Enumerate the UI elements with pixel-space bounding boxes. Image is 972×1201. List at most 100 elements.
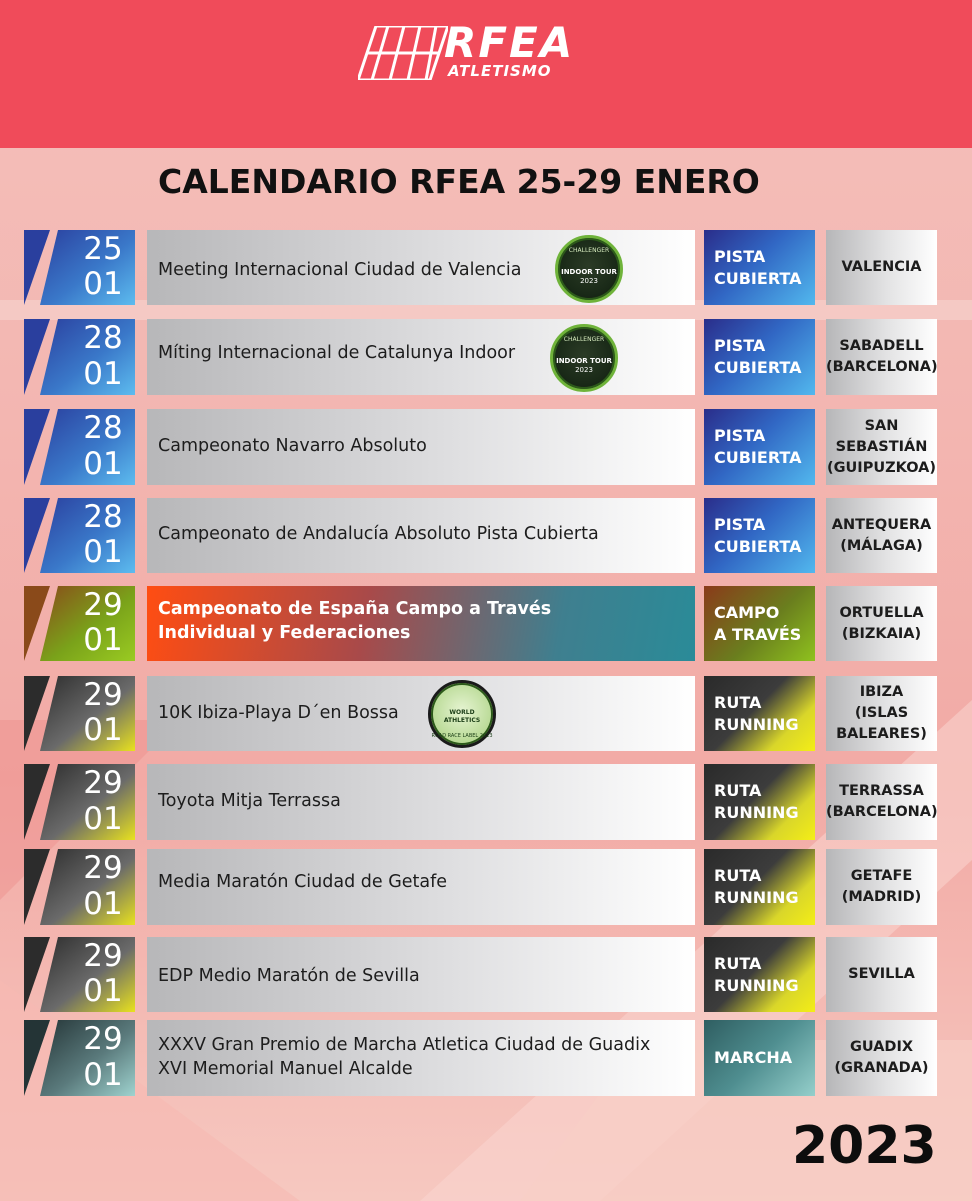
event-row: 29 01 Toyota Mitja Terrassa RUTA RUNNING TER…	[0, 764, 972, 840]
event-location-box: SAN SEBASTIÁN (GUIPUZKOA)	[826, 409, 937, 485]
event-date: 28 01	[24, 498, 135, 573]
event-type: CAMPO A TRAVÉS	[714, 603, 802, 644]
event-location-box: ANTEQUERA (MÁLAGA)	[826, 498, 937, 573]
event-type-badge: RUTA RUNNING	[704, 764, 815, 840]
year-label: 2023	[792, 1116, 937, 1176]
event-location-box: SEVILLA	[826, 937, 937, 1012]
event-day: 29	[83, 850, 123, 886]
event-date: 28 01	[24, 409, 135, 485]
event-name-box: Campeonato de Andalucía Absoluto Pista C…	[147, 498, 695, 573]
badge-text: 2023	[580, 277, 598, 285]
event-date: 29 01	[24, 849, 135, 925]
event-location: TERRASSA (BARCELONA)	[826, 783, 938, 820]
event-location: SAN SEBASTIÁN (GUIPUZKOA)	[827, 418, 936, 476]
logo-subtext: ATLETISMO	[448, 62, 552, 80]
date-tab-shape	[24, 230, 135, 305]
event-row: 25 01 Meeting Internacional Ciudad de Vale…	[0, 230, 972, 305]
date-tab-shape	[24, 937, 135, 1012]
event-month: 01	[83, 712, 123, 748]
event-day: 28	[83, 410, 123, 446]
event-location-box: ORTUELLA (BIZKAIA)	[826, 586, 937, 661]
badge-text: 2023	[575, 366, 593, 374]
event-name: EDP Medio Maratón de Sevilla	[158, 966, 420, 986]
event-name: Meeting Internacional Ciudad de Valencia	[158, 260, 522, 280]
badge-text: CHALLENGER	[563, 336, 605, 343]
challenger-indoor-tour-badge-icon: CHALLENGER INDOOR TOUR 2023	[555, 235, 623, 303]
challenger-indoor-tour-badge-icon: CHALLENGER INDOOR TOUR 2023	[550, 324, 618, 392]
event-type: MARCHA	[714, 1048, 793, 1067]
page-title: CALENDARIO RFEA 25-29 ENERO	[158, 162, 760, 201]
event-day: 29	[83, 765, 123, 801]
event-month: 01	[83, 534, 123, 570]
event-name: Campeonato de Andalucía Absoluto Pista C…	[158, 524, 599, 544]
event-name-box: Toyota Mitja Terrassa	[147, 764, 695, 840]
event-type: PISTA CUBIERTA	[714, 426, 802, 467]
event-location: IBIZA (ISLAS BALEARES)	[836, 684, 927, 742]
event-row: 29 01 Campeonato de España Campo a Través …	[0, 586, 972, 661]
event-name: 10K Ibiza-Playa D´en Bossa	[158, 703, 399, 723]
event-name: XXXV Gran Premio de Marcha Atletica Ciud…	[158, 1035, 651, 1079]
event-type-badge: CAMPO A TRAVÉS	[704, 586, 815, 661]
event-date: 29 01	[24, 676, 135, 751]
event-location-box: TERRASSA (BARCELONA)	[826, 764, 938, 840]
event-type-badge: RUTA RUNNING	[704, 676, 815, 751]
badge-text: ATHLETICS	[443, 717, 481, 724]
event-date: 28 01	[24, 319, 135, 395]
badge-text: WORLD	[449, 709, 475, 716]
event-location: VALENCIA	[841, 259, 922, 275]
date-tab-shape	[24, 409, 135, 485]
header-band	[0, 0, 972, 148]
logo-text: RFEA	[444, 18, 575, 67]
event-type: RUTA RUNNING	[714, 866, 799, 907]
event-month: 01	[83, 801, 123, 837]
date-tab-shape	[24, 1020, 135, 1096]
event-type: PISTA CUBIERTA	[714, 336, 802, 377]
event-type: PISTA CUBIERTA	[714, 247, 802, 288]
badge-text: ROAD RACE LABEL 2023	[431, 733, 493, 739]
event-location: SABADELL (BARCELONA)	[826, 338, 938, 375]
event-name: Media Maratón Ciudad de Getafe	[158, 872, 448, 892]
event-location-box: SABADELL (BARCELONA)	[826, 319, 938, 395]
event-name-box: Campeonato Navarro Absoluto	[147, 409, 695, 485]
event-location: SEVILLA	[848, 966, 915, 982]
date-tab-shape	[24, 676, 135, 751]
event-row: 29 01 Media Maratón Ciudad de Getafe RUTA R…	[0, 849, 972, 925]
event-type-badge: PISTA CUBIERTA	[704, 498, 815, 573]
event-month: 01	[83, 446, 123, 482]
date-tab-shape	[24, 586, 135, 661]
event-month: 01	[83, 622, 123, 658]
date-tab-shape	[24, 849, 135, 925]
event-name-box: Media Maratón Ciudad de Getafe	[147, 849, 695, 925]
event-name-box: 10K Ibiza-Playa D´en Bossa WORLD ATHLETICS…	[147, 676, 695, 751]
event-type-badge: MARCHA	[704, 1020, 815, 1096]
event-day: 28	[83, 499, 123, 535]
rfea-logo: RFEA ATLETISMO	[358, 22, 620, 84]
event-location: GETAFE (MADRID)	[841, 868, 922, 905]
event-type-badge: PISTA CUBIERTA	[704, 409, 815, 485]
badge-text: INDOOR TOUR	[561, 268, 617, 276]
event-row: 28 01 Campeonato Navarro Absoluto PISTA CUB…	[0, 409, 972, 485]
event-row: 29 01 XXXV Gran Premio de Marcha Atletica …	[0, 1020, 972, 1096]
event-name-box: Míting Internacional de Catalunya Indoor…	[147, 319, 695, 395]
event-type-badge: RUTA RUNNING	[704, 937, 815, 1012]
event-month: 01	[83, 266, 123, 302]
event-type-badge: RUTA RUNNING	[704, 849, 815, 925]
event-type: PISTA CUBIERTA	[714, 515, 802, 556]
event-name: Toyota Mitja Terrassa	[158, 791, 341, 811]
event-name: Campeonato Navarro Absoluto	[158, 436, 427, 456]
event-location: GUADIX (GRANADA)	[834, 1039, 929, 1076]
badge-text: INDOOR TOUR	[556, 357, 612, 365]
event-day: 25	[83, 231, 123, 267]
event-date: 29 01	[24, 937, 135, 1012]
date-tab-shape	[24, 764, 135, 840]
event-day: 29	[83, 677, 123, 713]
event-name-box: Meeting Internacional Ciudad de Valencia…	[147, 230, 695, 305]
badge-text: CHALLENGER	[568, 247, 610, 254]
event-date: 29 01	[24, 764, 135, 840]
event-name: Campeonato de España Campo a Través Indi…	[158, 599, 552, 643]
event-month: 01	[83, 973, 123, 1009]
event-location: ANTEQUERA (MÁLAGA)	[831, 517, 932, 554]
event-name: Míting Internacional de Catalunya Indoor	[158, 343, 516, 363]
event-row: 28 01 Campeonato de Andalucía Absoluto Pis…	[0, 498, 972, 573]
date-tab-shape	[24, 319, 135, 395]
